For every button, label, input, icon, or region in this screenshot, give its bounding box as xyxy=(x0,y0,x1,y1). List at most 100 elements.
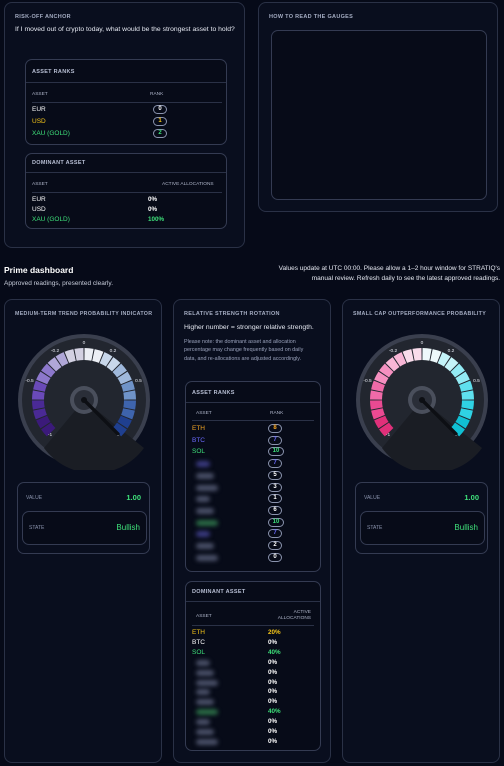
dominant-title: DOMINANT ASSET xyxy=(32,160,86,166)
smallcap-gauge-segment xyxy=(379,363,394,378)
blurred-asset-name xyxy=(196,659,210,666)
smallcap-gauge-segment xyxy=(371,380,385,392)
allocation-value: 20% xyxy=(268,629,281,636)
prime-title: Prime dashboard xyxy=(4,265,74,275)
trend-gauge-tick-label: 0 xyxy=(83,340,86,346)
rsr-dominant-title: DOMINANT ASSET xyxy=(192,589,246,595)
trend-state-box: STATE Bullish xyxy=(22,511,147,545)
blurred-asset-name xyxy=(196,669,214,676)
smallcap-gauge-segment xyxy=(374,415,389,429)
rsr-col-asset: ASSET xyxy=(196,411,212,416)
smallcap-gauge-segment xyxy=(379,422,394,437)
col-rank: RANK xyxy=(150,92,164,97)
trend-gauge-segment xyxy=(99,352,113,367)
allocation-value: 0% xyxy=(148,206,158,213)
blurred-asset-name xyxy=(196,496,210,503)
smallcap-value: 1.00 xyxy=(464,493,479,502)
allocation-value: 0% xyxy=(268,728,278,735)
allocation-value: 0% xyxy=(268,678,278,686)
smallcap-gauge-segment xyxy=(374,371,389,385)
allocation-value: 0% xyxy=(268,718,278,726)
trend-gauge-segment xyxy=(121,380,135,392)
smallcap-gauge-segment xyxy=(461,400,474,410)
smallcap-gauge-segment xyxy=(461,390,474,400)
risk-off-ranks-panel: ASSET RANKS ASSET RANK EUR 0 USD 1 XAU (GOLD… xyxy=(25,59,227,145)
smallcap-gauge-segment xyxy=(393,352,407,367)
rsr-dom-col-allocations: ALLOCATIONS xyxy=(277,616,311,621)
allocation-value: 0% xyxy=(148,196,158,203)
rsr-ranks-panel: ASSET RANKS ASSET RANK ETH 8 BTC 7 SOL 10 7 5 3 1… xyxy=(185,381,321,572)
smallcap-gauge-tick-label: -1 xyxy=(386,432,391,438)
rank-badge: 7 xyxy=(268,435,282,445)
allocation-value: 0% xyxy=(268,658,278,666)
rank-badge: 2 xyxy=(268,541,282,550)
blurred-asset-name xyxy=(196,472,214,479)
how-to-card: HOW TO READ THE GAUGES xyxy=(258,2,498,212)
rank-badge: 5 xyxy=(268,470,282,480)
trend-gauge-segment xyxy=(92,349,104,363)
rsr-ranks-title: ASSET RANKS xyxy=(192,390,235,396)
asset-name: ETH xyxy=(192,425,205,432)
asset-name: BTC xyxy=(192,638,205,646)
trend-gauge-needle xyxy=(82,398,120,436)
smallcap-gauge-segment xyxy=(437,352,451,367)
smallcap-gauge-segment xyxy=(422,348,432,361)
trend-gauge-segment xyxy=(32,400,45,410)
trend-gauge-segment xyxy=(112,363,127,378)
smallcap-gauge-segment xyxy=(455,371,470,385)
trend-gauge-segment xyxy=(41,363,56,378)
allocation-value: 40% xyxy=(268,708,281,716)
trend-state-label: STATE xyxy=(29,525,45,531)
trend-gauge-segment xyxy=(74,348,84,361)
trend-value: 1.00 xyxy=(126,493,141,502)
smallcap-title: SMALL CAP OUTPERFORMANCE PROBABILITY xyxy=(353,311,487,317)
rank-badge: 10 xyxy=(268,447,284,457)
trend-gauge-segment xyxy=(106,357,121,372)
smallcap-gauge-segment xyxy=(444,357,459,372)
smallcap-gauge-segment xyxy=(371,408,385,420)
smallcap-value-label: VALUE xyxy=(364,495,381,501)
rank-badge: 0 xyxy=(153,105,167,114)
allocation-value: 40% xyxy=(268,648,281,656)
blurred-asset-name xyxy=(196,507,214,514)
allocation-value: 0% xyxy=(268,698,278,706)
trend-gauge-tick-label: 0.5 xyxy=(135,378,142,384)
allocation-value: 0% xyxy=(268,668,278,676)
trend-readout-panel: VALUE 1.00 STATE Bullish xyxy=(17,482,150,554)
ranks-title: ASSET RANKS xyxy=(32,69,75,75)
blurred-asset-name xyxy=(196,679,218,686)
how-to-content-panel xyxy=(271,30,487,200)
rsr-title: RELATIVE STRENGTH ROTATION xyxy=(184,311,280,317)
trend-gauge-tick-label: 0.2 xyxy=(110,348,117,354)
rsr-heading: Higher number = stronger relative streng… xyxy=(184,324,314,331)
trend-gauge-segment xyxy=(123,390,136,400)
smallcap-state-label: STATE xyxy=(367,525,383,531)
trend-gauge-segment xyxy=(41,422,56,437)
prime-subtitle: Approved readings, presented clearly. xyxy=(4,280,113,287)
smallcap-gauge: -1-0.5-0.200.20.51 xyxy=(356,334,488,470)
smallcap-gauge-segment xyxy=(385,357,400,372)
smallcap-gauge-shadow xyxy=(382,400,482,470)
blurred-asset-name xyxy=(196,543,214,549)
smallcap-gauge-tick-label: 0.2 xyxy=(448,348,455,354)
blurred-asset-name xyxy=(196,699,214,706)
asset-name: USD xyxy=(32,206,46,213)
asset-name: XAU (GOLD) xyxy=(32,130,70,137)
rsr-note: Please note: the dominant asset and allo… xyxy=(184,339,304,362)
risk-off-question: If I moved out of crypto today, what wou… xyxy=(15,26,235,33)
trend-gauge-segment xyxy=(36,371,51,385)
risk-off-dominant-panel: DOMINANT ASSET ASSET ACTIVE ALLOCATIONS … xyxy=(25,153,227,229)
trend-gauge-tick-label: -0.5 xyxy=(25,378,34,384)
blurred-asset-name xyxy=(196,738,218,745)
allocation-value: 0% xyxy=(268,737,278,745)
rank-badge: 2 xyxy=(153,129,167,138)
blurred-asset-name xyxy=(196,709,218,716)
trend-gauge-segment xyxy=(33,408,47,420)
asset-name: XAU (GOLD) xyxy=(32,216,70,223)
asset-name: BTC xyxy=(192,436,205,444)
trend-gauge-segment xyxy=(55,352,69,367)
blurred-asset-name xyxy=(196,719,210,726)
blurred-asset-name xyxy=(196,729,214,735)
trend-gauge: -1-0.5-0.200.20.51 xyxy=(18,334,150,470)
asset-name: USD xyxy=(32,118,46,125)
